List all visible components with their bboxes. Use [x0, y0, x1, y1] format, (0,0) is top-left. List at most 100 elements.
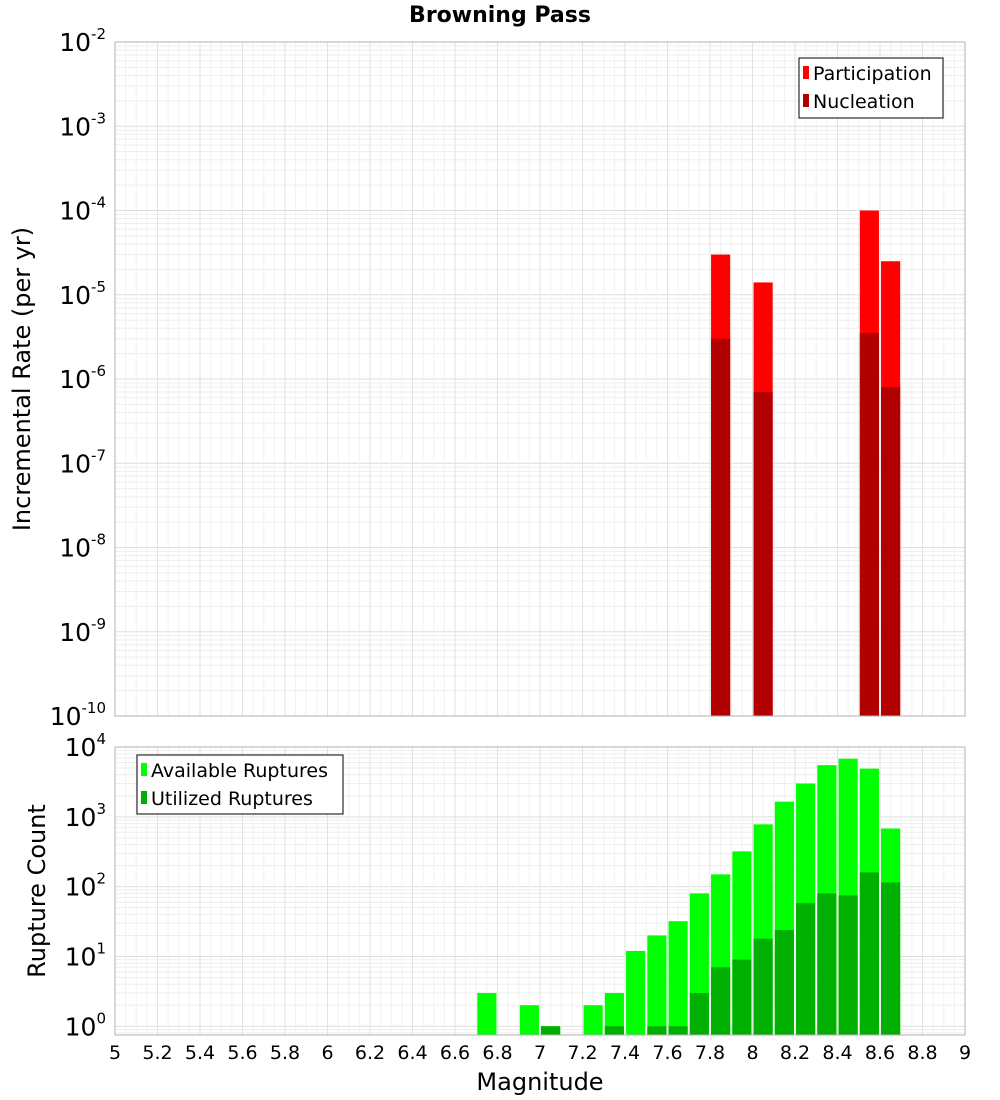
y-tick-base: 10 — [59, 281, 91, 310]
rate-bars — [711, 210, 901, 716]
x-tick-label: 6 — [321, 1042, 333, 1064]
count-bar-available-ruptures — [477, 992, 497, 1035]
count-legend-box — [136, 754, 344, 815]
rate-y-tick-label: 10-4 — [59, 194, 106, 226]
count-bar-available-ruptures — [604, 992, 624, 1035]
x-tick-label: 5.6 — [227, 1042, 257, 1064]
y-tick-base: 10 — [59, 534, 91, 563]
count-bars — [477, 758, 901, 1035]
x-tick-label: 8 — [746, 1042, 758, 1064]
count-bar-available-ruptures — [583, 1005, 603, 1035]
y-tick-exponent: -2 — [91, 25, 106, 43]
y-tick-base: 10 — [59, 365, 91, 394]
x-tick-label: 7 — [534, 1042, 546, 1064]
count-legend-label: Utilized Ruptures — [151, 788, 313, 810]
rate-bar-nucleation — [711, 338, 731, 716]
x-tick-label: 8.8 — [907, 1042, 937, 1064]
rate-plot-frame — [114, 41, 966, 717]
y-tick-base: 10 — [65, 803, 97, 832]
x-tick-label: 5 — [109, 1042, 121, 1064]
rate-y-axis-label: Incremental Rate (per yr) — [8, 227, 36, 531]
x-tick-label: 5.8 — [270, 1042, 300, 1064]
y-tick-base: 10 — [59, 112, 91, 141]
count-bar-utilized-ruptures — [689, 992, 709, 1035]
x-tick-label: 7.2 — [567, 1042, 597, 1064]
x-axis-label: Magnitude — [476, 1068, 603, 1096]
rate-y-tick-label: 10-2 — [59, 25, 106, 57]
rate-legend-swatch — [803, 94, 809, 107]
y-tick-base: 10 — [59, 618, 91, 647]
rate-legend-label: Participation — [813, 63, 932, 85]
rate-grid — [114, 41, 966, 717]
y-tick-base: 10 — [59, 28, 91, 57]
count-bar-utilized-ruptures — [668, 1026, 688, 1035]
y-tick-exponent: 3 — [96, 800, 106, 818]
x-tick-label: 8.6 — [865, 1042, 895, 1064]
rate-y-tick-label: 10-10 — [50, 699, 106, 731]
count-bar-utilized-ruptures — [859, 872, 879, 1035]
x-tick-label: 5.2 — [142, 1042, 172, 1064]
rate-legend-box — [798, 57, 944, 119]
count-bar-utilized-ruptures — [647, 1026, 667, 1035]
y-tick-base: 10 — [65, 942, 97, 971]
count-bar-utilized-ruptures — [881, 882, 901, 1035]
rate-y-tick-label: 10-6 — [59, 362, 106, 394]
count-y-tick-label: 102 — [65, 870, 106, 902]
count-bar-available-ruptures — [668, 921, 688, 1035]
y-tick-exponent: 1 — [96, 939, 106, 957]
rate-y-tick-label: 10-8 — [59, 531, 106, 563]
y-tick-base: 10 — [50, 702, 82, 731]
x-tick-label: 6.8 — [482, 1042, 512, 1064]
count-y-axis-label: Rupture Count — [23, 804, 51, 978]
y-tick-exponent: 4 — [96, 730, 106, 748]
count-legend-swatch — [141, 763, 147, 776]
count-y-tick-label: 100 — [65, 1009, 106, 1041]
count-bar-available-ruptures — [519, 1005, 539, 1035]
rate-y-tick-label: 10-5 — [59, 278, 106, 310]
y-tick-exponent: -4 — [91, 194, 106, 212]
rate-bar-nucleation — [753, 392, 773, 716]
count-bar-utilized-ruptures — [796, 903, 816, 1035]
count-y-tick-label: 101 — [65, 939, 106, 971]
rate-y-tick-label: 10-9 — [59, 615, 106, 647]
y-tick-exponent: -6 — [91, 362, 106, 380]
count-bar-utilized-ruptures — [817, 893, 837, 1035]
rate-legend: Participation Nucleation — [798, 57, 944, 119]
count-bar-utilized-ruptures — [753, 938, 773, 1035]
y-tick-exponent: -3 — [91, 109, 106, 127]
x-tick-label: 8.2 — [780, 1042, 810, 1064]
count-bar-utilized-ruptures — [711, 967, 731, 1035]
y-tick-base: 10 — [59, 449, 91, 478]
count-y-tick-label: 103 — [65, 800, 106, 832]
count-legend-swatch — [141, 791, 147, 804]
count-legend: Available Ruptures Utilized Ruptures — [136, 754, 344, 815]
count-bar-utilized-ruptures — [732, 959, 752, 1035]
y-tick-base: 10 — [59, 197, 91, 226]
y-tick-exponent: -10 — [82, 699, 107, 717]
y-tick-exponent: -7 — [91, 446, 106, 464]
count-bar-utilized-ruptures — [541, 1026, 561, 1035]
count-plot-frame — [114, 746, 966, 1036]
x-tick-label: 6.6 — [440, 1042, 470, 1064]
x-tick-label: 9 — [959, 1042, 971, 1064]
y-tick-exponent: 2 — [96, 870, 106, 888]
y-tick-base: 10 — [65, 873, 97, 902]
y-tick-exponent: -9 — [91, 615, 106, 633]
x-ticks: 5 5.2 5.4 5.6 5.8 6 6.2 6.4 6.6 6.8 7 7.2 7.4 7.6 7.8 8… — [109, 1042, 971, 1064]
chart-title: Browning Pass — [409, 3, 591, 28]
rate-bar-nucleation — [859, 333, 879, 716]
x-tick-label: 5.4 — [185, 1042, 215, 1064]
y-tick-exponent: 0 — [96, 1009, 106, 1027]
rate-legend-swatch — [803, 66, 809, 79]
rate-y-tick-label: 10-7 — [59, 446, 106, 478]
count-legend-label: Available Ruptures — [151, 760, 328, 782]
count-bar-utilized-ruptures — [604, 1026, 624, 1035]
y-tick-exponent: -5 — [91, 278, 106, 296]
y-tick-base: 10 — [65, 733, 97, 762]
count-bar-available-ruptures — [626, 950, 646, 1035]
